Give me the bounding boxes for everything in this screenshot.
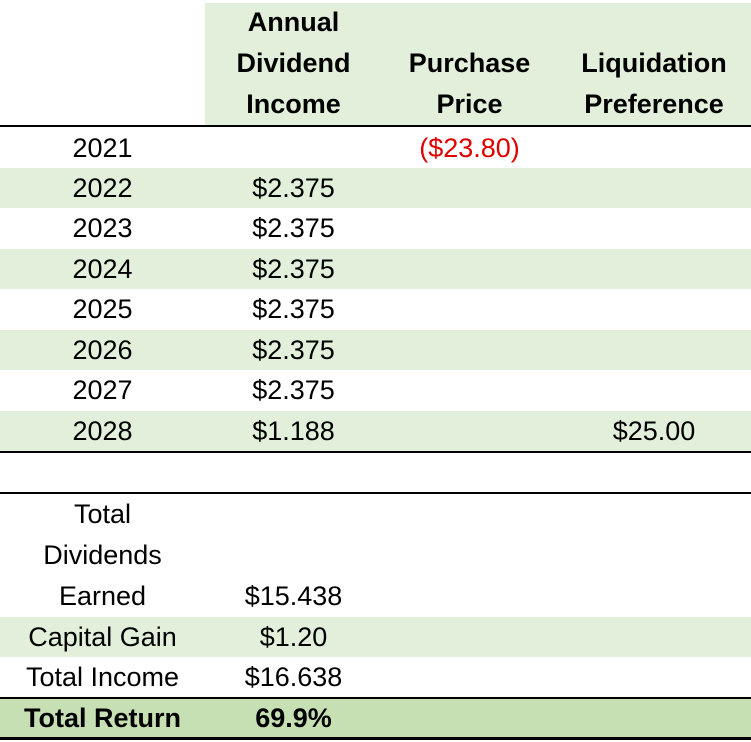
liquidation-cell bbox=[557, 289, 751, 329]
year-cell: 2027 bbox=[72, 375, 133, 405]
liquidation-cell: $25.00 bbox=[612, 416, 696, 446]
total-income-value: $16.638 bbox=[244, 662, 343, 692]
dividend-cell: $2.375 bbox=[252, 294, 335, 324]
year-cell: 2028 bbox=[72, 416, 133, 446]
liquidation-cell bbox=[557, 168, 751, 208]
totals-top-divider bbox=[0, 492, 751, 494]
total-return-bottom-divider bbox=[0, 737, 751, 740]
dividend-cell bbox=[205, 128, 382, 168]
table-row: 2028 $1.188 $25.00 bbox=[0, 411, 751, 451]
purchase-price-cell bbox=[382, 289, 557, 329]
purchase-price-cell: ($23.80) bbox=[419, 133, 520, 163]
year-cell: 2023 bbox=[72, 213, 133, 243]
liquidation-cell bbox=[557, 128, 751, 168]
table-row: 2027 $2.375 bbox=[0, 370, 751, 410]
total-income-label: Total Income bbox=[25, 662, 180, 692]
dividend-cell: $2.375 bbox=[252, 213, 335, 243]
total-return-label: Total Return bbox=[24, 703, 181, 733]
table-row: 2021 ($23.80) bbox=[0, 128, 751, 168]
total-dividends-label: Total Dividends Earned bbox=[0, 494, 205, 617]
purchase-price-cell bbox=[382, 330, 557, 370]
table-row: 2026 $2.375 bbox=[0, 330, 751, 370]
header-line: Liquidation bbox=[581, 48, 727, 78]
table-row: 2023 $2.375 bbox=[0, 208, 751, 248]
capital-gain-row: Capital Gain $1.20 bbox=[0, 617, 751, 657]
dividend-cell: $2.375 bbox=[252, 335, 335, 365]
dividend-cell: $1.188 bbox=[252, 416, 335, 446]
liquidation-cell bbox=[557, 330, 751, 370]
header-purchase-price: Purchase Price bbox=[382, 3, 557, 125]
header-background bbox=[205, 3, 751, 125]
header-line: Preference bbox=[584, 89, 724, 119]
table-row: 2025 $2.375 bbox=[0, 289, 751, 329]
header-line: Purchase bbox=[408, 48, 531, 78]
total-return-top-divider bbox=[0, 697, 751, 699]
header-line: Annual bbox=[247, 7, 340, 37]
dividend-cell: $2.375 bbox=[252, 375, 335, 405]
total-dividends-value: $15.438 bbox=[244, 581, 343, 611]
capital-gain-label: Capital Gain bbox=[28, 622, 177, 652]
total-return-row: Total Return 69.9% bbox=[0, 699, 751, 737]
rows-bottom-divider bbox=[0, 451, 751, 453]
capital-gain-value: $1.20 bbox=[259, 622, 328, 652]
dividend-cell: $2.375 bbox=[252, 173, 335, 203]
purchase-price-cell bbox=[382, 370, 557, 410]
header-line: Price bbox=[436, 89, 503, 119]
liquidation-cell bbox=[557, 370, 751, 410]
label-line: Earned bbox=[58, 581, 147, 611]
year-cell: 2024 bbox=[72, 254, 133, 284]
year-cell: 2026 bbox=[72, 335, 133, 365]
table-row: 2022 $2.375 bbox=[0, 168, 751, 208]
year-cell: 2022 bbox=[72, 173, 133, 203]
purchase-price-cell bbox=[382, 411, 557, 451]
header-divider bbox=[0, 125, 751, 127]
purchase-price-cell bbox=[382, 168, 557, 208]
year-cell: 2025 bbox=[72, 294, 133, 324]
year-cell: 2021 bbox=[72, 133, 133, 163]
total-income-row: Total Income $16.638 bbox=[0, 657, 751, 697]
table-row: 2024 $2.375 bbox=[0, 249, 751, 289]
header-line: Income bbox=[246, 89, 341, 119]
label-line: Dividends bbox=[43, 540, 162, 570]
label-line: Total bbox=[73, 499, 132, 529]
header-liquidation-preference: Liquidation Preference bbox=[557, 3, 751, 125]
header-line: Dividend bbox=[236, 48, 351, 78]
liquidation-cell bbox=[557, 249, 751, 289]
total-dividends-row: $15.438 bbox=[0, 576, 751, 616]
purchase-price-cell bbox=[382, 249, 557, 289]
dividend-cell: $2.375 bbox=[252, 254, 335, 284]
header-annual-dividend-income: Annual Dividend Income bbox=[205, 3, 382, 125]
total-return-value: 69.9% bbox=[255, 703, 332, 733]
liquidation-cell bbox=[557, 208, 751, 248]
purchase-price-cell bbox=[382, 208, 557, 248]
